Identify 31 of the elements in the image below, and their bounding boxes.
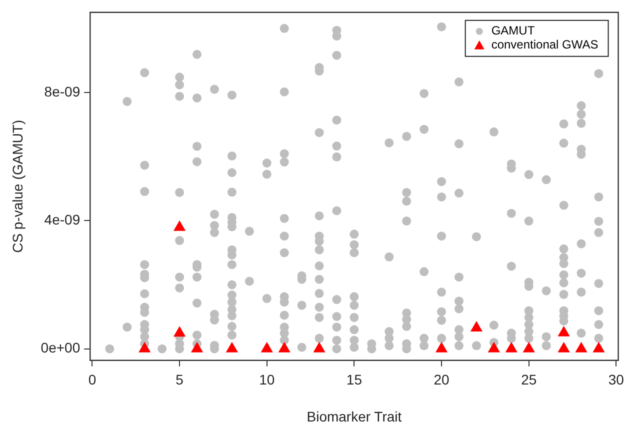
y-axis-title: CS p-value (GAMUT) xyxy=(9,120,26,253)
y-tick-label: 8e-09 xyxy=(44,83,80,100)
point xyxy=(505,342,518,352)
x-tick-label: 0 xyxy=(88,372,96,388)
point xyxy=(173,220,186,231)
x-tick-label: 10 xyxy=(259,372,275,388)
x-axis-title: Biomarker Trait xyxy=(306,408,402,424)
x-tick-label: 20 xyxy=(434,372,450,388)
x-tick-label: 5 xyxy=(176,372,184,388)
point xyxy=(226,342,238,352)
legend-label: conventional GWAS xyxy=(491,38,598,52)
point xyxy=(558,326,570,336)
point xyxy=(522,342,535,352)
point xyxy=(278,342,290,352)
point xyxy=(190,342,204,352)
y-tick-label: 4e-09 xyxy=(44,212,80,228)
legend-label: GAMUT xyxy=(491,24,536,38)
point xyxy=(435,342,448,352)
y-tick-label: 0e+00 xyxy=(40,340,80,356)
x-tick-label: 15 xyxy=(346,372,362,388)
point xyxy=(470,321,483,332)
point xyxy=(592,342,605,352)
point xyxy=(558,342,570,352)
point xyxy=(173,326,186,337)
point xyxy=(313,342,326,352)
x-tick-label: 30 xyxy=(608,372,624,388)
point xyxy=(138,342,151,352)
point xyxy=(260,342,273,352)
x-tick-label: 25 xyxy=(521,372,537,388)
point xyxy=(575,342,588,352)
point xyxy=(488,342,500,352)
